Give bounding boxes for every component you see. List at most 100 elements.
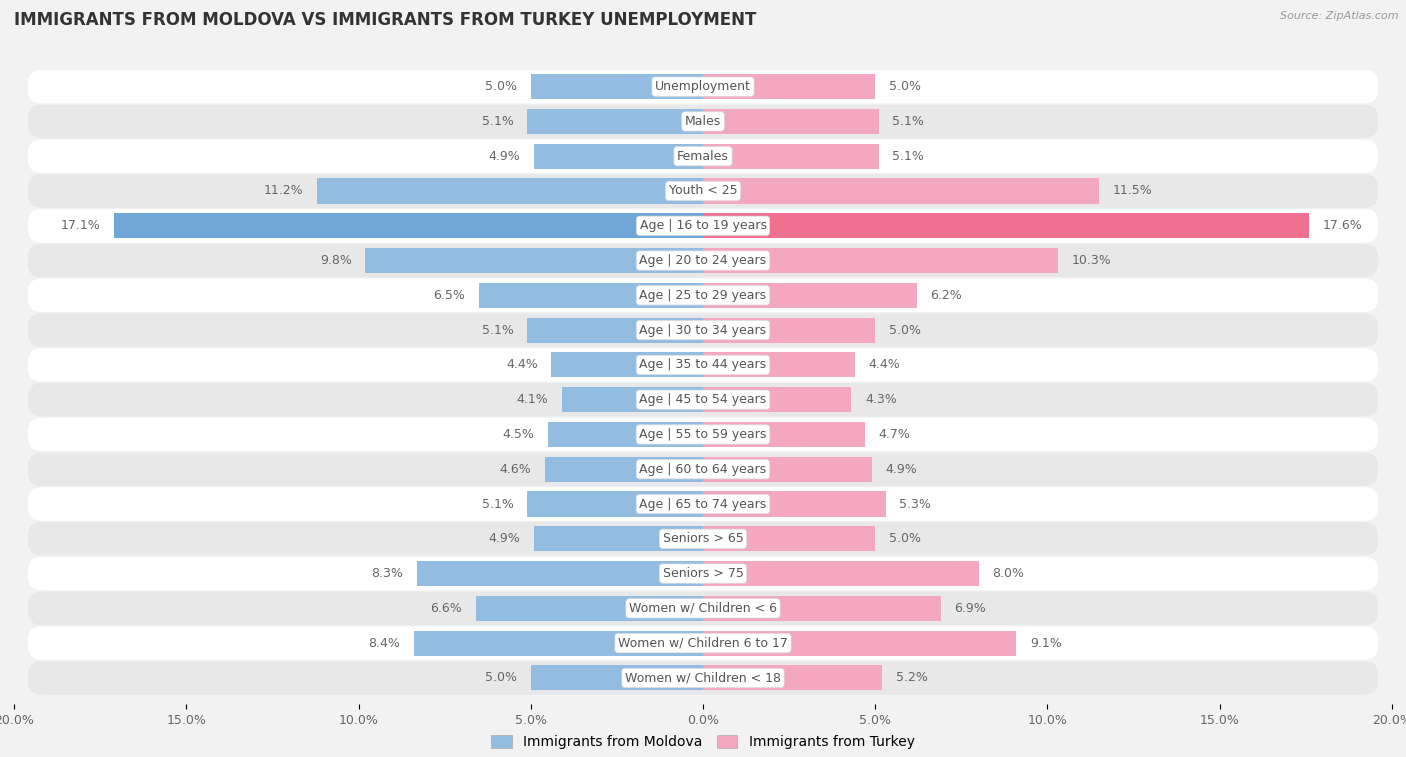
Text: Women w/ Children < 6: Women w/ Children < 6	[628, 602, 778, 615]
FancyBboxPatch shape	[28, 418, 1378, 451]
Text: 5.0%: 5.0%	[485, 671, 517, 684]
Text: 4.9%: 4.9%	[489, 150, 520, 163]
Text: 4.3%: 4.3%	[865, 393, 897, 407]
Bar	[703, 213, 1309, 238]
Bar	[544, 456, 703, 481]
Text: 11.2%: 11.2%	[264, 185, 304, 198]
Bar	[703, 248, 1057, 273]
FancyBboxPatch shape	[28, 627, 1378, 660]
Text: 6.2%: 6.2%	[931, 289, 962, 302]
Text: 6.6%: 6.6%	[430, 602, 461, 615]
Bar	[534, 144, 703, 169]
Text: 5.3%: 5.3%	[900, 497, 931, 510]
Text: Age | 45 to 54 years: Age | 45 to 54 years	[640, 393, 766, 407]
Bar	[531, 74, 703, 99]
Bar	[703, 387, 851, 413]
Text: Age | 25 to 29 years: Age | 25 to 29 years	[640, 289, 766, 302]
Bar	[703, 596, 941, 621]
Text: 5.0%: 5.0%	[485, 80, 517, 93]
Text: Youth < 25: Youth < 25	[669, 185, 737, 198]
FancyBboxPatch shape	[28, 174, 1378, 207]
Text: Women w/ Children 6 to 17: Women w/ Children 6 to 17	[619, 637, 787, 650]
FancyBboxPatch shape	[28, 592, 1378, 625]
Text: 11.5%: 11.5%	[1114, 185, 1153, 198]
Text: 4.1%: 4.1%	[516, 393, 548, 407]
Text: Age | 30 to 34 years: Age | 30 to 34 years	[640, 323, 766, 337]
Bar	[703, 179, 1099, 204]
Bar	[475, 596, 703, 621]
Text: Women w/ Children < 18: Women w/ Children < 18	[626, 671, 780, 684]
Text: IMMIGRANTS FROM MOLDOVA VS IMMIGRANTS FROM TURKEY UNEMPLOYMENT: IMMIGRANTS FROM MOLDOVA VS IMMIGRANTS FR…	[14, 11, 756, 30]
FancyBboxPatch shape	[28, 313, 1378, 347]
Bar	[703, 456, 872, 481]
Bar	[703, 283, 917, 308]
Text: 4.4%: 4.4%	[869, 358, 900, 372]
Text: 10.3%: 10.3%	[1071, 254, 1111, 267]
Text: Seniors > 75: Seniors > 75	[662, 567, 744, 580]
FancyBboxPatch shape	[28, 279, 1378, 312]
Text: 17.6%: 17.6%	[1323, 220, 1362, 232]
Bar	[703, 352, 855, 378]
Text: 5.0%: 5.0%	[889, 80, 921, 93]
Text: 6.9%: 6.9%	[955, 602, 986, 615]
Text: 4.5%: 4.5%	[502, 428, 534, 441]
Bar	[534, 526, 703, 551]
Legend: Immigrants from Moldova, Immigrants from Turkey: Immigrants from Moldova, Immigrants from…	[486, 730, 920, 755]
FancyBboxPatch shape	[28, 244, 1378, 277]
Bar	[703, 74, 875, 99]
Text: Age | 16 to 19 years: Age | 16 to 19 years	[640, 220, 766, 232]
Text: 8.0%: 8.0%	[993, 567, 1025, 580]
Text: 4.6%: 4.6%	[499, 463, 531, 475]
FancyBboxPatch shape	[28, 139, 1378, 173]
Text: 5.1%: 5.1%	[893, 115, 924, 128]
Bar	[527, 491, 703, 516]
FancyBboxPatch shape	[28, 522, 1378, 556]
Bar	[703, 631, 1017, 656]
Text: Age | 20 to 24 years: Age | 20 to 24 years	[640, 254, 766, 267]
Bar	[527, 109, 703, 134]
Bar	[562, 387, 703, 413]
Text: Males: Males	[685, 115, 721, 128]
Text: 5.0%: 5.0%	[889, 532, 921, 545]
Bar	[703, 109, 879, 134]
FancyBboxPatch shape	[28, 383, 1378, 416]
Text: 5.1%: 5.1%	[893, 150, 924, 163]
Bar	[703, 318, 875, 343]
Bar	[531, 665, 703, 690]
Text: 5.1%: 5.1%	[482, 497, 513, 510]
Text: 17.1%: 17.1%	[60, 220, 100, 232]
FancyBboxPatch shape	[28, 453, 1378, 486]
Text: 8.4%: 8.4%	[368, 637, 399, 650]
Text: 5.1%: 5.1%	[482, 323, 513, 337]
Text: Age | 65 to 74 years: Age | 65 to 74 years	[640, 497, 766, 510]
Text: 4.9%: 4.9%	[489, 532, 520, 545]
Text: 4.9%: 4.9%	[886, 463, 917, 475]
Bar	[413, 631, 703, 656]
FancyBboxPatch shape	[28, 104, 1378, 138]
Bar	[548, 422, 703, 447]
Text: 5.2%: 5.2%	[896, 671, 928, 684]
Text: 5.1%: 5.1%	[482, 115, 513, 128]
Bar	[418, 561, 703, 586]
Text: Age | 35 to 44 years: Age | 35 to 44 years	[640, 358, 766, 372]
Text: 9.8%: 9.8%	[319, 254, 352, 267]
Bar	[366, 248, 703, 273]
Bar	[703, 144, 879, 169]
FancyBboxPatch shape	[28, 70, 1378, 104]
Bar	[551, 352, 703, 378]
Bar	[479, 283, 703, 308]
Bar	[703, 526, 875, 551]
Bar	[318, 179, 703, 204]
FancyBboxPatch shape	[28, 557, 1378, 590]
Bar	[703, 561, 979, 586]
FancyBboxPatch shape	[28, 661, 1378, 695]
Bar	[703, 422, 865, 447]
Text: 6.5%: 6.5%	[433, 289, 465, 302]
Text: Source: ZipAtlas.com: Source: ZipAtlas.com	[1281, 11, 1399, 21]
Bar	[527, 318, 703, 343]
FancyBboxPatch shape	[28, 209, 1378, 242]
Text: 5.0%: 5.0%	[889, 323, 921, 337]
Text: 8.3%: 8.3%	[371, 567, 404, 580]
Bar	[703, 665, 882, 690]
Text: Unemployment: Unemployment	[655, 80, 751, 93]
